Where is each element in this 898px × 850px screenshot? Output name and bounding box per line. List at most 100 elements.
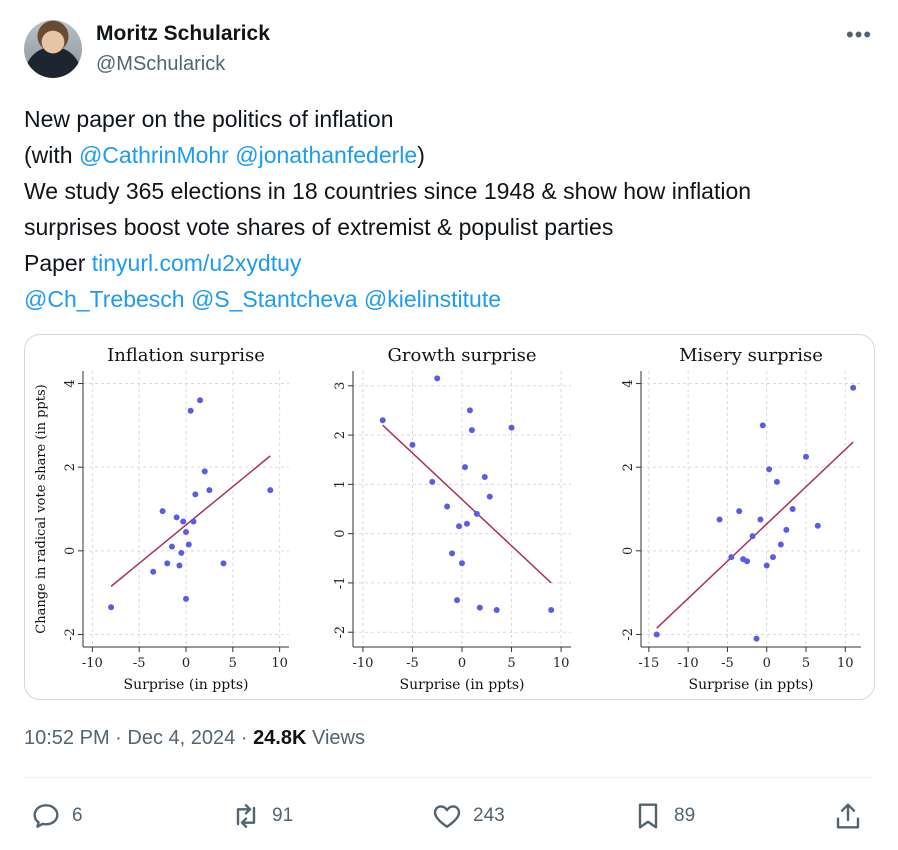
y-tick-label: 0 <box>621 547 636 555</box>
meta-separator: · <box>240 727 248 749</box>
data-point <box>206 487 213 494</box>
data-point <box>168 543 175 550</box>
x-tick-label: 10 <box>553 656 570 671</box>
data-point <box>197 397 204 404</box>
data-point <box>493 607 500 614</box>
tweet-text-fragment: Paper <box>24 250 92 276</box>
tweet-line: surprises boost vote shares of extremist… <box>24 214 614 240</box>
author-name[interactable]: Moritz Schularick <box>96 22 270 45</box>
repost-icon <box>236 804 256 828</box>
repost-button[interactable]: 91 <box>230 796 293 836</box>
y-tick-label: 4 <box>63 379 78 387</box>
x-tick-label: 5 <box>507 656 515 671</box>
data-point <box>180 518 187 525</box>
data-point <box>486 493 493 500</box>
data-point <box>476 604 483 611</box>
data-point <box>789 506 796 512</box>
data-point <box>753 635 760 642</box>
y-tick-label: 0 <box>63 547 78 555</box>
tweet-line: (with @CathrinMohr @jonathanfederle) <box>24 137 874 173</box>
paper-link[interactable]: tinyurl.com/u2xydtuy <box>91 250 302 276</box>
like-count: 243 <box>473 805 505 826</box>
chart-title: Misery surprise <box>679 345 823 366</box>
data-point <box>379 417 386 424</box>
avatar[interactable] <box>24 20 82 78</box>
x-tick-label: -5 <box>133 656 146 671</box>
data-point <box>757 516 764 523</box>
x-axis-label: Surprise (in ppts) <box>400 677 525 693</box>
data-point <box>736 508 743 515</box>
y-axis-label: Change in radical vote share (in ppts) <box>34 384 49 633</box>
x-tick-label: 0 <box>182 656 190 671</box>
data-point <box>463 520 470 527</box>
mention-link[interactable]: @jonathanfederle <box>235 142 418 168</box>
x-tick-label: 5 <box>229 656 237 671</box>
mention-link[interactable]: @Ch_Trebesch <box>24 286 185 312</box>
data-point <box>749 533 756 540</box>
tweet-text-fragment: ) <box>417 142 425 168</box>
y-tick-label: 2 <box>333 431 348 439</box>
views-count: 24.8K <box>253 727 307 749</box>
data-point <box>803 453 809 460</box>
y-tick-label: -2 <box>63 628 78 641</box>
x-tick-label: -15 <box>638 656 659 671</box>
x-tick-label: 0 <box>763 656 771 671</box>
more-options-icon[interactable]: ••• <box>846 22 873 47</box>
y-tick-label: -2 <box>621 628 636 641</box>
media-image[interactable]: -10 -5 0 5 10 -2 0 2 4 Inflation surprise Surprise… <box>24 334 875 700</box>
tweet-line: Paper tinyurl.com/u2xydtuy <box>24 245 874 281</box>
data-point <box>777 541 784 548</box>
views-label: Views <box>312 727 365 749</box>
mention-link[interactable]: @CathrinMohr <box>78 142 229 168</box>
x-tick-label: 5 <box>802 656 810 671</box>
tweet-line: @Ch_Trebesch @S_Stantcheva @kielinstitut… <box>24 281 874 317</box>
data-point <box>850 384 857 391</box>
mention-link[interactable]: @S_Stantcheva <box>190 286 358 312</box>
tweet-time[interactable]: 10:52 PM <box>24 727 110 749</box>
data-point <box>773 478 780 485</box>
tweet-date[interactable]: Dec 4, 2024 <box>127 727 236 749</box>
tweet-text-fragment: (with <box>24 142 79 168</box>
data-point <box>653 631 660 638</box>
y-tick-label: 3 <box>333 382 348 390</box>
y-tick-label: 1 <box>333 480 348 488</box>
y-tick-label: 2 <box>621 463 636 471</box>
data-point <box>267 487 274 494</box>
bookmark-icon <box>638 803 658 829</box>
data-point <box>459 560 465 567</box>
x-tick-label: -5 <box>721 656 734 671</box>
y-tick-label: -2 <box>333 626 348 639</box>
x-tick-label: -5 <box>406 656 419 671</box>
author-handle[interactable]: @MSchularick <box>96 53 226 75</box>
tweet-line: We study 365 elections in 18 countries s… <box>24 178 752 204</box>
data-point <box>108 604 115 611</box>
data-point <box>190 518 197 525</box>
x-axis-label: Surprise (in ppts) <box>689 677 814 693</box>
mention-link[interactable]: @kielinstitute <box>363 286 502 312</box>
data-point <box>187 407 194 414</box>
y-tick-label: -1 <box>333 577 348 590</box>
share-button[interactable] <box>832 796 874 836</box>
data-point <box>508 424 515 431</box>
y-tick-label: 2 <box>63 463 78 471</box>
meta-separator: · <box>115 727 122 749</box>
y-tick-label: 4 <box>621 379 636 387</box>
data-point <box>763 562 770 569</box>
data-point <box>728 554 735 561</box>
heart-icon <box>433 805 461 828</box>
bookmark-button[interactable]: 89 <box>632 796 695 836</box>
data-point <box>449 550 456 557</box>
data-point <box>429 478 436 485</box>
data-point <box>481 473 488 480</box>
data-point <box>473 510 480 517</box>
reply-button[interactable]: 6 <box>30 796 83 836</box>
like-button[interactable]: 243 <box>431 796 505 836</box>
data-point <box>409 441 416 448</box>
data-point <box>716 516 723 523</box>
x-tick-label: -10 <box>678 656 699 671</box>
data-point <box>201 468 208 475</box>
data-point <box>150 568 157 575</box>
data-point <box>444 503 451 510</box>
data-point <box>454 597 461 604</box>
